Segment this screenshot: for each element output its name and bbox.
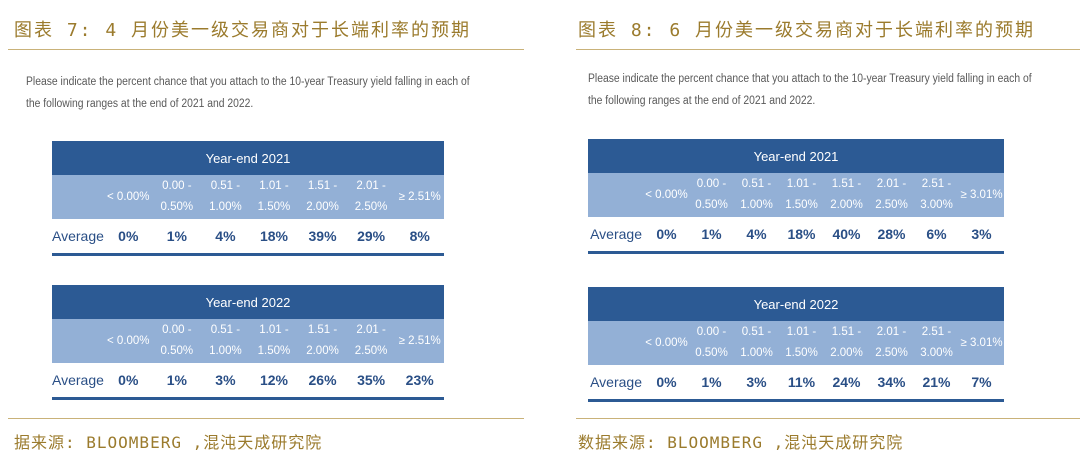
range-label: 2.01 -2.50% bbox=[869, 173, 914, 217]
range-label: 1.51 -2.00% bbox=[298, 319, 347, 363]
average-value: 0% bbox=[104, 219, 153, 256]
range-label: 0.00 -0.50% bbox=[152, 319, 202, 363]
range-label: 0.00 -0.50% bbox=[152, 175, 202, 219]
figure-8-source: 数据来源: BLOOMBERG ,混沌天成研究院 bbox=[578, 433, 904, 452]
range-label: ≥ 2.51% bbox=[395, 319, 445, 363]
range-label: 0.00 -0.50% bbox=[689, 321, 734, 365]
range-label: < 0.00% bbox=[104, 319, 153, 363]
range-row: < 0.00% 0.00 -0.50% 0.51 -1.00% 1.01 -1.… bbox=[588, 173, 1005, 217]
range-label: 2.51 -3.00% bbox=[914, 321, 959, 365]
average-value: 23% bbox=[395, 363, 445, 400]
average-label: Average bbox=[588, 217, 644, 254]
range-label: ≥ 2.51% bbox=[395, 175, 445, 219]
range-label: 0.00 -0.50% bbox=[689, 173, 734, 217]
average-value: 0% bbox=[644, 365, 689, 402]
average-value: 21% bbox=[914, 365, 959, 402]
average-value: 1% bbox=[152, 363, 202, 400]
average-row: Average 0% 1% 3% 12% 26% 35% 23% bbox=[52, 363, 445, 400]
figure-8-top-rule bbox=[576, 49, 1080, 50]
average-value: 34% bbox=[869, 365, 914, 402]
figure-7-table-2021: Year-end 2021 < 0.00% 0.00 -0.50% 0.51 -… bbox=[52, 141, 445, 256]
range-label: 1.01 -1.50% bbox=[249, 319, 299, 363]
range-label: 1.51 -2.00% bbox=[824, 321, 869, 365]
average-value: 11% bbox=[779, 365, 824, 402]
average-row: Average 0% 1% 3% 11% 24% 34% 21% 7% bbox=[588, 365, 1005, 402]
range-label: 2.01 -2.50% bbox=[346, 319, 396, 363]
average-value: 24% bbox=[824, 365, 869, 402]
range-label: 0.51 -1.00% bbox=[201, 175, 250, 219]
average-value: 7% bbox=[959, 365, 1005, 402]
average-value: 8% bbox=[395, 219, 445, 256]
average-label: Average bbox=[52, 363, 104, 400]
range-label: 1.01 -1.50% bbox=[779, 173, 824, 217]
range-label: 0.51 -1.00% bbox=[201, 319, 250, 363]
average-value: 35% bbox=[346, 363, 396, 400]
range-label: 1.01 -1.50% bbox=[249, 175, 299, 219]
range-label: 1.01 -1.50% bbox=[779, 321, 824, 365]
range-label: 0.51 -1.00% bbox=[734, 173, 779, 217]
average-label: Average bbox=[52, 219, 104, 256]
range-label: 0.51 -1.00% bbox=[734, 321, 779, 365]
figure-7-panel: 图表 7: 4 月份美一级交易商对于长端利率的预期 Please indicat… bbox=[0, 0, 530, 462]
table-caption: Year-end 2021 bbox=[588, 139, 1005, 173]
figure-8-table-2021: Year-end 2021 < 0.00% 0.00 -0.50% 0.51 -… bbox=[588, 139, 1005, 254]
range-label: 2.01 -2.50% bbox=[346, 175, 396, 219]
table-caption: Year-end 2022 bbox=[52, 285, 445, 319]
average-value: 4% bbox=[734, 217, 779, 254]
average-value: 39% bbox=[298, 219, 347, 256]
figure-8-title: 图表 8: 6 月份美一级交易商对于长端利率的预期 bbox=[578, 20, 1036, 41]
range-row: < 0.00% 0.00 -0.50% 0.51 -1.00% 1.01 -1.… bbox=[52, 319, 445, 363]
figure-7-question: Please indicate the percent chance that … bbox=[26, 76, 470, 110]
range-label: < 0.00% bbox=[104, 175, 153, 219]
range-label: < 0.00% bbox=[644, 173, 689, 217]
average-value: 0% bbox=[644, 217, 689, 254]
average-value: 18% bbox=[249, 219, 299, 256]
average-row: Average 0% 1% 4% 18% 39% 29% 8% bbox=[52, 219, 445, 256]
average-value: 12% bbox=[249, 363, 299, 400]
average-value: 1% bbox=[689, 365, 734, 402]
range-label: 2.01 -2.50% bbox=[869, 321, 914, 365]
range-label: 1.51 -2.00% bbox=[824, 173, 869, 217]
average-value: 6% bbox=[914, 217, 959, 254]
figure-8-bottom-rule bbox=[576, 418, 1080, 419]
average-value: 3% bbox=[201, 363, 250, 400]
figure-8-table-2022: Year-end 2022 < 0.00% 0.00 -0.50% 0.51 -… bbox=[588, 287, 1005, 402]
figure-7-top-rule bbox=[8, 49, 524, 50]
average-value: 1% bbox=[152, 219, 202, 256]
range-label: 2.51 -3.00% bbox=[914, 173, 959, 217]
average-value: 29% bbox=[346, 219, 396, 256]
range-row: < 0.00% 0.00 -0.50% 0.51 -1.00% 1.01 -1.… bbox=[588, 321, 1005, 365]
average-value: 28% bbox=[869, 217, 914, 254]
average-value: 0% bbox=[104, 363, 153, 400]
figure-8-question: Please indicate the percent chance that … bbox=[588, 73, 1032, 107]
figure-7-bottom-rule bbox=[8, 418, 524, 419]
average-value: 4% bbox=[201, 219, 250, 256]
average-row: Average 0% 1% 4% 18% 40% 28% 6% 3% bbox=[588, 217, 1005, 254]
average-value: 1% bbox=[689, 217, 734, 254]
average-value: 3% bbox=[959, 217, 1005, 254]
figure-7-table-2022: Year-end 2022 < 0.00% 0.00 -0.50% 0.51 -… bbox=[52, 285, 445, 400]
average-label: Average bbox=[588, 365, 644, 402]
average-value: 3% bbox=[734, 365, 779, 402]
table-caption: Year-end 2022 bbox=[588, 287, 1005, 321]
range-label: ≥ 3.01% bbox=[959, 173, 1005, 217]
range-label: ≥ 3.01% bbox=[959, 321, 1005, 365]
figure-8-panel: 图表 8: 6 月份美一级交易商对于长端利率的预期 Please indicat… bbox=[568, 0, 1080, 462]
figure-7-source: 据来源: BLOOMBERG ,混沌天成研究院 bbox=[14, 433, 323, 452]
average-value: 26% bbox=[298, 363, 347, 400]
range-label: < 0.00% bbox=[644, 321, 689, 365]
range-label: 1.51 -2.00% bbox=[298, 175, 347, 219]
average-value: 40% bbox=[824, 217, 869, 254]
figure-7-title: 图表 7: 4 月份美一级交易商对于长端利率的预期 bbox=[14, 20, 472, 41]
table-caption: Year-end 2021 bbox=[52, 141, 445, 175]
range-row: < 0.00% 0.00 -0.50% 0.51 -1.00% 1.01 -1.… bbox=[52, 175, 445, 219]
average-value: 18% bbox=[779, 217, 824, 254]
